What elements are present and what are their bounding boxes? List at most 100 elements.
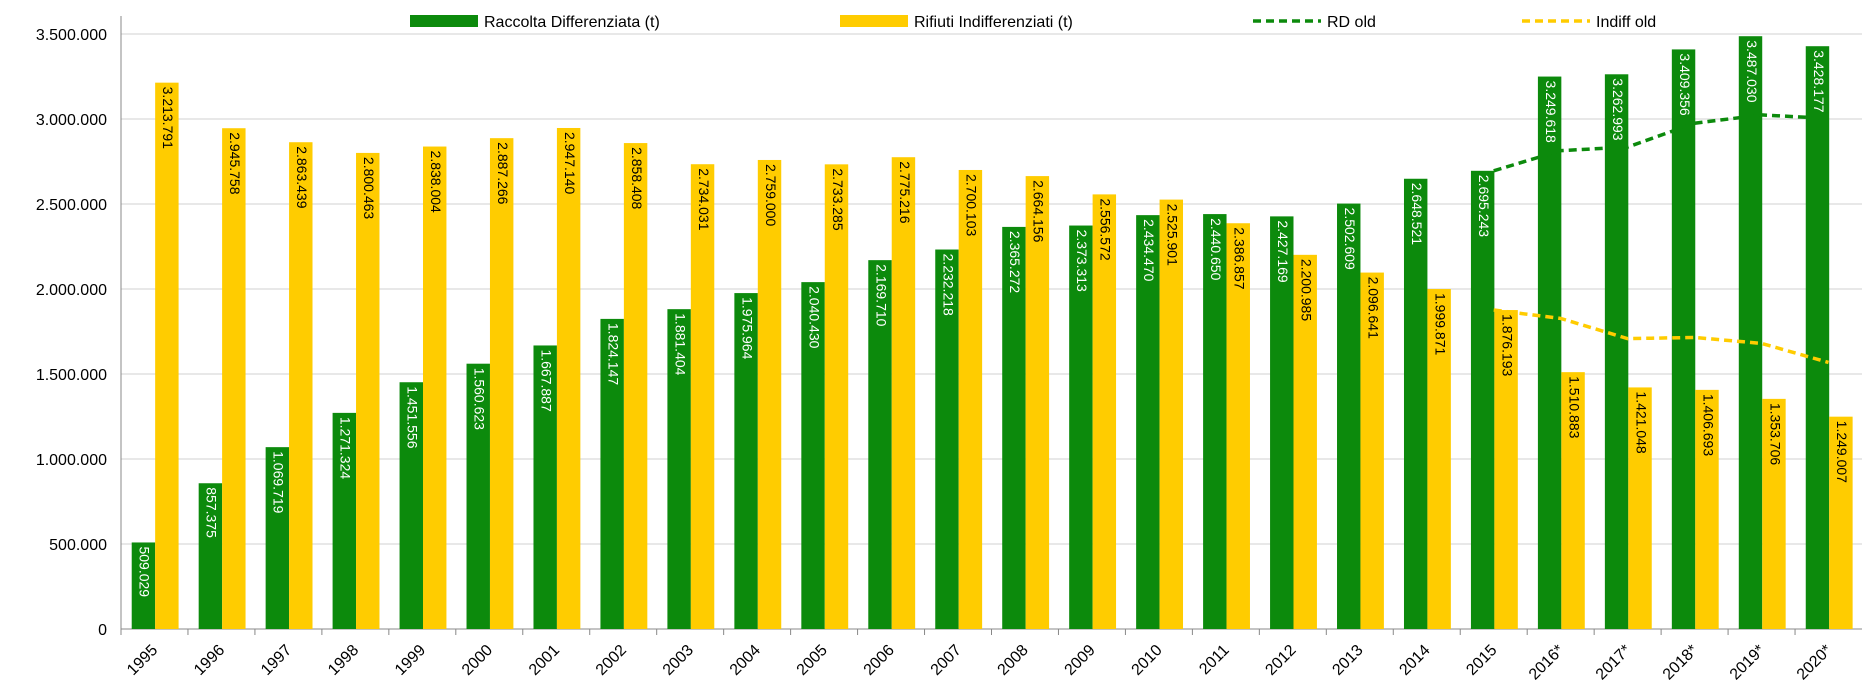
data-label: 2.365.272 [1007,231,1023,293]
bar [1427,289,1451,629]
bar [1628,387,1652,629]
bar [332,412,357,629]
bar [623,143,648,630]
x-tick-label: 2004 [727,642,764,679]
bar [1537,76,1562,629]
x-tick-label: 2015 [1463,642,1500,679]
legend-label: Raccolta Differenziata (t) [484,14,660,31]
data-label: 2.525.901 [1165,204,1181,266]
bar [1159,199,1184,629]
bar [556,127,581,629]
x-tick-label: 2018* [1660,642,1702,684]
bar [801,282,825,629]
legend-label: RD old [1327,14,1376,31]
bar [1002,226,1026,630]
bar [1805,46,1830,630]
bar [1360,272,1384,629]
data-label: 2.556.572 [1098,198,1114,260]
bar [289,142,313,629]
bar [891,157,916,629]
x-tick-label: 2011 [1196,642,1232,678]
data-label: 2.838.004 [428,151,444,213]
data-label: 2.200.985 [1299,259,1315,321]
data-label: 1.667.887 [538,349,554,411]
x-tick-label: 1995 [124,642,161,679]
data-label: 2.700.103 [964,174,980,236]
data-label: 1.975.964 [739,297,755,359]
data-label: 2.759.000 [763,164,779,226]
data-label: 3.213.791 [160,87,176,149]
data-label: 2.096.641 [1365,277,1381,339]
data-label: 2.733.285 [830,168,846,230]
bar [935,249,959,629]
bar [1092,194,1117,630]
x-tick-label: 2020* [1794,642,1836,684]
bar [1762,398,1786,629]
data-label: 2.863.439 [294,146,310,208]
x-tick-label: 2003 [660,642,697,679]
x-tick-label: 2019* [1727,642,1769,684]
y-tick-label: 3.500.000 [36,27,107,44]
data-label: 1.999.871 [1432,293,1448,355]
x-tick-label: 1999 [392,642,429,679]
x-tick-label: 2001 [526,642,563,679]
x-tick-label: 2007 [928,642,965,679]
data-label: 1.353.706 [1767,403,1783,465]
bar [690,164,715,630]
legend-swatch [410,15,478,27]
data-label: 1.824.147 [605,323,621,385]
x-tick-label: 2008 [995,642,1032,679]
legend-swatch [840,15,908,27]
data-label: 857.375 [204,487,220,538]
x-tick-label: 1996 [191,642,228,679]
data-label: 2.040.430 [806,286,822,348]
x-tick-label: 2016* [1526,642,1568,684]
bar [265,447,290,629]
x-tick-label: 2005 [794,642,831,679]
bar [1293,254,1317,629]
y-tick-label: 1.000.000 [36,452,107,469]
data-label: 2.648.521 [1409,183,1425,245]
data-label: 2.232.218 [940,254,956,316]
data-label: 3.487.030 [1744,40,1760,102]
data-label: 1.249.007 [1834,421,1850,483]
y-tick-label: 2.000.000 [36,282,107,299]
bar [198,483,223,629]
bar [868,260,892,629]
line-series [1493,308,1829,365]
data-label: 1.881.404 [672,313,688,375]
data-label: 2.734.031 [696,168,712,230]
data-label: 2.434.470 [1141,219,1157,281]
bar [422,146,447,630]
bar [1738,36,1763,630]
data-label: 2.427.169 [1275,220,1291,282]
bar [155,82,179,630]
x-tick-label: 2006 [861,642,898,679]
data-label: 2.858.408 [629,147,645,209]
bar [533,345,557,629]
data-label: 2.775.216 [897,161,913,223]
x-tick-label: 2012 [1262,642,1299,679]
bar [356,152,380,629]
data-label: 2.800.463 [361,157,377,219]
bar [667,309,691,629]
data-label: 2.947.140 [562,132,578,194]
bar [1136,215,1160,629]
data-label: 2.945.758 [227,132,243,194]
data-label: 2.887.266 [495,142,511,204]
bar [222,128,246,630]
bar [1403,178,1428,629]
data-label: 3.428.177 [1811,50,1827,112]
bar [131,542,156,629]
x-tick-label: 2014 [1396,642,1433,679]
data-label: 1.069.719 [271,451,287,513]
bar [1561,372,1585,629]
data-label: 3.262.993 [1610,78,1626,140]
bar [600,318,624,629]
data-label: 1.271.324 [338,417,354,479]
line-series [1493,113,1829,173]
y-tick-label: 3.000.000 [36,112,107,129]
bar [1470,170,1495,629]
data-label: 1.406.693 [1700,394,1716,456]
